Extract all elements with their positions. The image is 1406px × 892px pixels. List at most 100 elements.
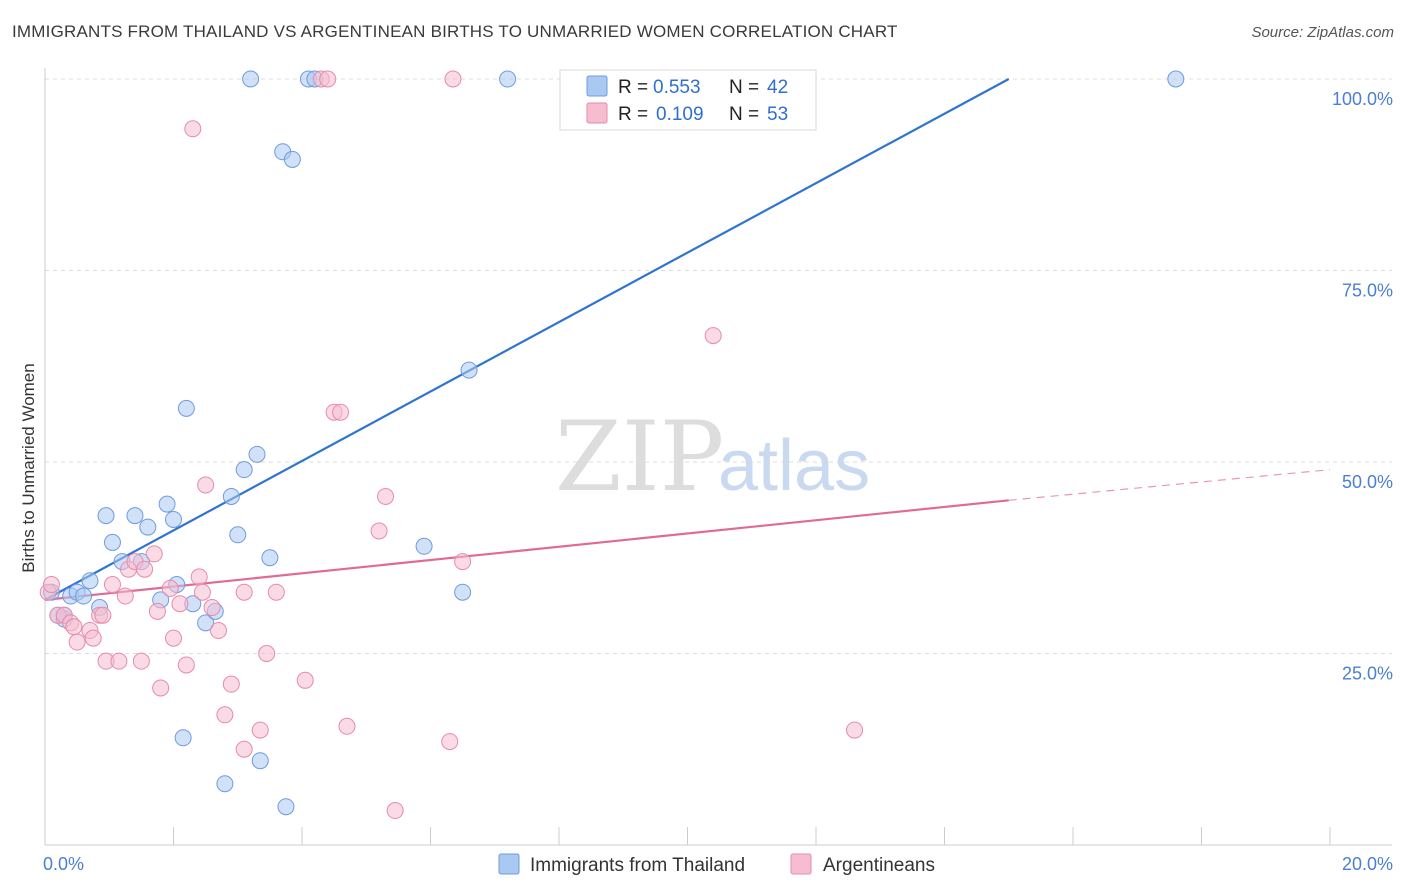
legend-swatch-thailand xyxy=(586,75,608,97)
point-thailand xyxy=(460,361,478,379)
point-argentineans xyxy=(235,583,253,601)
legend-box: R = 0.553 N = 42 R = 0.109 N = 53 xyxy=(559,69,817,131)
point-thailand xyxy=(222,487,240,505)
point-argentineans xyxy=(454,553,472,571)
source-credit: Source: ZipAtlas.com xyxy=(1251,24,1394,41)
point-argentineans xyxy=(103,576,121,594)
y-tick-label: 25.0% xyxy=(1342,664,1393,684)
point-thailand xyxy=(158,495,176,513)
point-argentineans xyxy=(145,545,163,563)
point-argentineans xyxy=(251,721,269,739)
point-argentineans xyxy=(209,622,227,640)
point-argentineans xyxy=(386,802,404,820)
point-argentineans xyxy=(161,579,179,597)
point-argentineans xyxy=(42,576,60,594)
point-argentineans xyxy=(165,629,182,647)
point-thailand xyxy=(251,752,269,770)
point-argentineans xyxy=(296,671,314,689)
point-thailand xyxy=(75,587,93,605)
point-thailand xyxy=(126,507,144,525)
point-argentineans xyxy=(171,595,189,613)
point-argentineans xyxy=(370,522,388,540)
watermark-atlas: atlas xyxy=(718,426,870,506)
point-argentineans xyxy=(338,717,356,735)
point-argentineans xyxy=(177,656,195,674)
legend-n-value-thailand: 42 xyxy=(767,77,788,98)
point-argentineans xyxy=(258,645,276,662)
point-argentineans xyxy=(84,629,102,647)
y-tick-label: 100.0% xyxy=(1332,89,1393,109)
trend-lines xyxy=(44,78,1331,601)
point-argentineans xyxy=(235,740,253,758)
point-thailand xyxy=(1167,70,1185,88)
point-thailand xyxy=(277,798,295,816)
legend-r-label: R = xyxy=(618,77,648,98)
legend-r-value-thailand: 0.553 xyxy=(653,77,701,98)
point-thailand xyxy=(216,775,234,793)
legend-n-value-argentineans: 53 xyxy=(767,104,788,125)
chart-title: IMMIGRANTS FROM THAILAND VS ARGENTINEAN … xyxy=(12,22,898,41)
point-thailand xyxy=(103,533,121,551)
point-thailand xyxy=(283,150,301,168)
legend-r-label: R = xyxy=(618,104,648,125)
bottom-legend-swatch-thailand xyxy=(498,853,520,875)
bottom-legend-swatch-argentineans xyxy=(790,853,812,875)
point-argentineans xyxy=(203,599,221,617)
legend-swatch-argentineans xyxy=(586,102,608,124)
point-thailand xyxy=(454,583,472,601)
bottom-legend-label-thailand: Immigrants from Thailand xyxy=(530,855,745,876)
point-argentineans xyxy=(222,675,240,693)
point-argentineans xyxy=(116,587,134,605)
bottom-legend: Immigrants from Thailand Argentineans xyxy=(498,853,935,876)
legend-n-label: N = xyxy=(729,104,759,125)
point-argentineans xyxy=(332,403,350,421)
gridlines xyxy=(45,78,1392,654)
point-thailand xyxy=(248,445,266,463)
tick-labels: 25.0% 50.0% 75.0% 100.0% 0.0% 20.0% xyxy=(43,89,1393,874)
point-argentineans xyxy=(68,633,86,651)
point-argentineans xyxy=(319,70,337,88)
point-thailand xyxy=(81,572,99,590)
point-argentineans xyxy=(216,706,234,724)
point-argentineans xyxy=(184,120,202,138)
point-thailand xyxy=(261,549,279,567)
trend-line-1 xyxy=(44,499,1009,601)
point-argentineans xyxy=(148,602,166,620)
bottom-legend-label-argentineans: Argentineans xyxy=(823,855,935,876)
point-argentineans xyxy=(132,652,150,670)
point-thailand xyxy=(229,526,247,544)
point-argentineans xyxy=(704,327,722,345)
point-argentineans xyxy=(377,487,395,505)
point-thailand xyxy=(235,461,253,479)
point-argentineans xyxy=(110,652,128,670)
point-argentineans xyxy=(444,70,462,88)
point-argentineans xyxy=(193,583,211,601)
point-argentineans xyxy=(136,560,154,578)
trend-line-0 xyxy=(44,78,1010,601)
point-thailand xyxy=(415,537,433,555)
legend-r-value-argentineans: 0.109 xyxy=(656,104,704,125)
point-argentineans xyxy=(267,583,285,601)
point-argentineans xyxy=(846,721,864,739)
point-thailand xyxy=(197,614,215,632)
point-argentineans xyxy=(197,476,215,494)
point-thailand xyxy=(139,518,157,536)
legend-n-label: N = xyxy=(729,77,759,98)
point-thailand xyxy=(499,70,517,88)
point-thailand xyxy=(242,70,260,88)
point-argentineans xyxy=(190,568,208,586)
y-tick-label: 50.0% xyxy=(1342,472,1393,492)
watermark-zip: ZIP xyxy=(555,401,724,513)
point-thailand xyxy=(97,507,115,525)
axes xyxy=(44,68,1392,846)
point-argentineans xyxy=(65,618,83,636)
point-thailand xyxy=(177,399,195,417)
y-axis-label: Births to Unmarried Women xyxy=(19,363,38,572)
x-tick-label: 20.0% xyxy=(1342,854,1393,874)
point-argentineans xyxy=(94,606,112,624)
trend-line-extension-1 xyxy=(1008,469,1331,501)
point-argentineans xyxy=(152,679,170,697)
x-tick-label: 0.0% xyxy=(43,854,84,874)
y-tick-label: 75.0% xyxy=(1342,281,1393,301)
